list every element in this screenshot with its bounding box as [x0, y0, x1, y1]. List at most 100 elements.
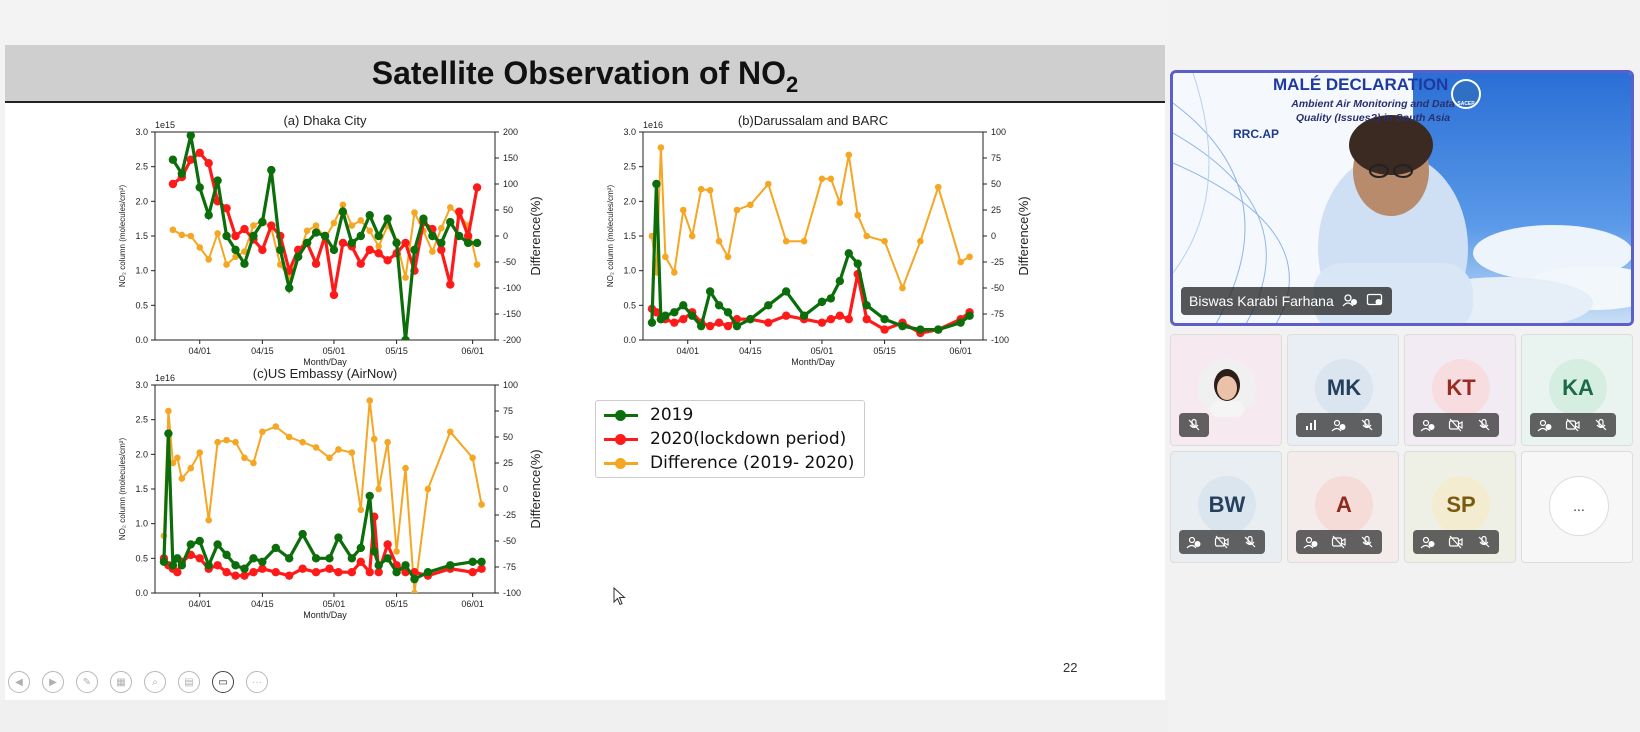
data-point: [223, 436, 230, 444]
data-point: [419, 214, 428, 223]
data-point: [293, 252, 303, 261]
participant-tile[interactable]: BW: [1170, 451, 1282, 563]
data-point: [258, 217, 267, 227]
exponent-label: 1e16: [155, 373, 175, 383]
more-icon[interactable]: ···: [246, 671, 268, 693]
data-point: [463, 238, 473, 248]
slides-icon[interactable]: ▦: [110, 671, 132, 693]
chart-title: (b)Darussalam and BARC: [738, 113, 888, 128]
participant-tile[interactable]: MK: [1287, 334, 1399, 446]
camera-icon[interactable]: ▭: [212, 671, 234, 693]
presenter-name: Biswas Karabi Farhana: [1189, 293, 1334, 309]
data-point: [401, 561, 410, 570]
chart-legend: 2019 2020(lockdown period) Difference (2…: [595, 400, 865, 478]
data-point: [835, 276, 845, 286]
y2-tick-label: 200: [503, 127, 518, 137]
data-point: [231, 561, 240, 570]
data-point: [880, 325, 889, 334]
subtitles-icon[interactable]: ▤: [178, 671, 200, 693]
participant-status-bar: [1530, 413, 1616, 437]
data-point: [764, 180, 772, 188]
y-tick-label: 1.5: [623, 231, 636, 241]
data-point: [934, 183, 942, 191]
data-point: [325, 564, 334, 573]
legend-item-2019: 2019: [596, 403, 864, 427]
data-point: [365, 245, 374, 255]
data-point: [338, 238, 348, 248]
participant-status-bar: [1296, 413, 1382, 437]
data-point: [724, 253, 732, 261]
data-point: [204, 561, 213, 570]
y2-tick-label: 50: [991, 179, 1001, 189]
participant-tile[interactable]: KT: [1404, 334, 1516, 446]
data-point: [177, 169, 187, 178]
data-point: [356, 557, 365, 566]
data-point: [178, 475, 186, 482]
participant-tile[interactable]: A: [1287, 451, 1399, 563]
data-point: [299, 438, 306, 446]
data-point: [302, 238, 312, 248]
data-point: [468, 557, 477, 566]
participant-tile[interactable]: SP: [1404, 451, 1516, 563]
data-point: [715, 237, 723, 245]
y2-tick-label: 150: [503, 153, 518, 163]
data-point: [329, 245, 339, 255]
participants-panel: MALÉ DECLARATION Ambient Air Monitoring …: [1168, 0, 1640, 732]
info-icon: [1417, 533, 1439, 551]
more-participants-tile[interactable]: ...: [1521, 451, 1633, 563]
data-point: [965, 311, 974, 320]
data-point: [326, 454, 333, 462]
page-number: 22: [1063, 660, 1078, 675]
data-point: [764, 301, 773, 310]
chart-title: (a) Dhaka City: [283, 113, 367, 128]
data-point: [826, 294, 836, 303]
data-point: [195, 554, 204, 563]
y2-tick-label: 0: [991, 231, 996, 241]
data-point: [662, 253, 669, 261]
data-point: [249, 554, 258, 563]
data-point: [714, 301, 724, 310]
x-tick-label: 04/01: [188, 346, 211, 356]
y-tick-label: 0.0: [135, 588, 148, 598]
y-tick-label: 0.0: [135, 335, 148, 345]
data-point: [249, 231, 258, 241]
plot-series-group: [647, 144, 974, 338]
camera-off-icon: [1328, 533, 1350, 551]
zoom-icon[interactable]: ⌕: [144, 671, 166, 693]
pen-icon[interactable]: ✎: [76, 671, 98, 693]
data-point: [383, 554, 392, 563]
data-point: [657, 144, 665, 151]
data-point: [463, 231, 473, 241]
data-point: [374, 568, 383, 577]
data-point: [320, 231, 330, 241]
y2-tick-label: -100: [503, 588, 521, 598]
data-point: [240, 224, 249, 234]
data-point: [195, 536, 204, 546]
avatar: MK: [1315, 359, 1373, 417]
data-point: [854, 211, 862, 219]
y2-tick-label: 0: [503, 231, 508, 241]
data-point: [214, 438, 221, 446]
x-axis-label: Month/Day: [303, 357, 347, 367]
chart-darussalam-barc: (b)Darussalam and BARC 1e16 0.0 0.5 1.0 1.5 2.…: [606, 113, 1031, 367]
y2-tick-label: -150: [503, 309, 521, 319]
prev-icon[interactable]: ◀: [8, 671, 30, 693]
participant-tile[interactable]: [1170, 334, 1282, 446]
x-tick-label: 06/01: [461, 346, 484, 356]
more-participants-button[interactable]: ...: [1549, 476, 1609, 536]
next-icon[interactable]: ▶: [42, 671, 64, 693]
data-point: [827, 175, 835, 183]
y-tick-label: 1.5: [135, 484, 148, 494]
y-tick-label: 1.0: [135, 519, 148, 529]
mic-off-icon: [1239, 533, 1261, 551]
presenter-video[interactable]: MALÉ DECLARATION Ambient Air Monitoring …: [1170, 70, 1634, 326]
data-point: [410, 574, 419, 584]
participant-tile[interactable]: KA: [1521, 334, 1633, 446]
data-point: [411, 209, 418, 216]
data-point: [679, 206, 687, 214]
slide-title-bar: Satellite Observation of NO2: [5, 45, 1165, 103]
data-point: [196, 449, 204, 456]
data-point: [679, 301, 688, 310]
data-point: [853, 259, 862, 268]
data-point: [392, 568, 401, 577]
